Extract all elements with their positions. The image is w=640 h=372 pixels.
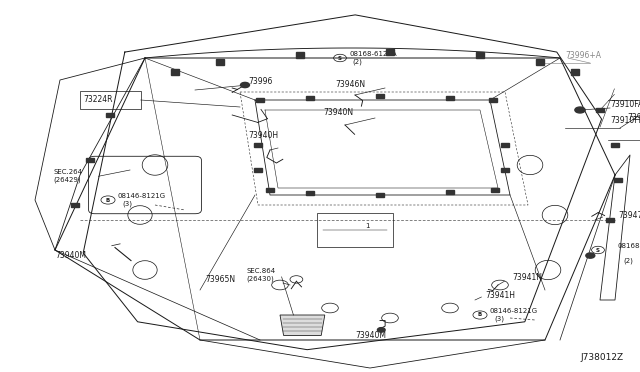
Text: J738012Z: J738012Z (581, 353, 624, 362)
Text: (26429): (26429) (54, 177, 81, 183)
Text: B: B (478, 312, 482, 317)
Text: 08168-6121A: 08168-6121A (618, 243, 640, 249)
Circle shape (575, 107, 585, 113)
Text: (2): (2) (623, 257, 633, 263)
Bar (80, 91, 141, 109)
Bar (447, 190, 454, 194)
Text: 73940H: 73940H (248, 131, 278, 140)
Bar (502, 168, 509, 172)
Bar (266, 188, 273, 192)
Text: 08146-8121G: 08146-8121G (118, 193, 166, 199)
Text: S: S (338, 55, 342, 61)
Bar (596, 108, 604, 112)
Circle shape (378, 328, 385, 332)
Bar (492, 188, 499, 192)
Text: 73910FA: 73910FA (610, 100, 640, 109)
Bar (106, 113, 114, 118)
Polygon shape (280, 315, 325, 336)
Bar (570, 70, 579, 75)
Text: 73996: 73996 (248, 77, 273, 86)
Bar (86, 158, 94, 163)
Circle shape (586, 253, 595, 258)
Text: 73965N: 73965N (205, 275, 235, 284)
Text: SEC.864: SEC.864 (246, 268, 276, 274)
Text: 73940M: 73940M (355, 331, 386, 340)
Bar (447, 96, 454, 100)
Text: 73940M: 73940M (55, 251, 86, 260)
Bar (71, 203, 79, 208)
Text: 73941H: 73941H (485, 291, 515, 300)
Bar (255, 143, 262, 147)
Text: B: B (106, 198, 110, 202)
Bar (296, 52, 305, 58)
Bar (307, 96, 314, 100)
Bar (216, 60, 225, 65)
Text: 73940N: 73940N (323, 108, 353, 117)
Bar (255, 168, 262, 172)
Text: 73224R: 73224R (83, 96, 113, 105)
Bar (376, 94, 383, 98)
Text: (3): (3) (122, 201, 132, 207)
Text: 73941N: 73941N (512, 273, 542, 282)
Bar (307, 191, 314, 195)
Bar (376, 193, 383, 197)
Text: (2): (2) (353, 58, 363, 65)
Text: 73947M: 73947M (618, 211, 640, 220)
Text: SEC.264: SEC.264 (54, 169, 83, 176)
Bar (385, 49, 394, 55)
Text: 1: 1 (365, 223, 370, 229)
Bar (536, 60, 545, 65)
Text: 73946N: 73946N (335, 80, 365, 89)
Circle shape (241, 82, 250, 87)
Text: S: S (596, 247, 600, 253)
Bar (611, 142, 619, 147)
Text: 73910FB: 73910FB (610, 116, 640, 125)
Bar (476, 52, 484, 58)
Bar (170, 70, 179, 75)
Bar (257, 98, 264, 102)
Bar (606, 218, 614, 222)
Text: (3): (3) (494, 315, 504, 322)
Text: 08146-8121G: 08146-8121G (490, 308, 538, 314)
Bar (502, 143, 509, 147)
Text: 73996+A: 73996+A (565, 51, 601, 60)
Bar (490, 98, 497, 102)
Text: 73910Z: 73910Z (627, 113, 640, 122)
Bar (614, 177, 622, 182)
Text: 08168-6121A: 08168-6121A (349, 51, 397, 57)
Text: (26430): (26430) (246, 276, 274, 282)
Bar (317, 213, 394, 247)
